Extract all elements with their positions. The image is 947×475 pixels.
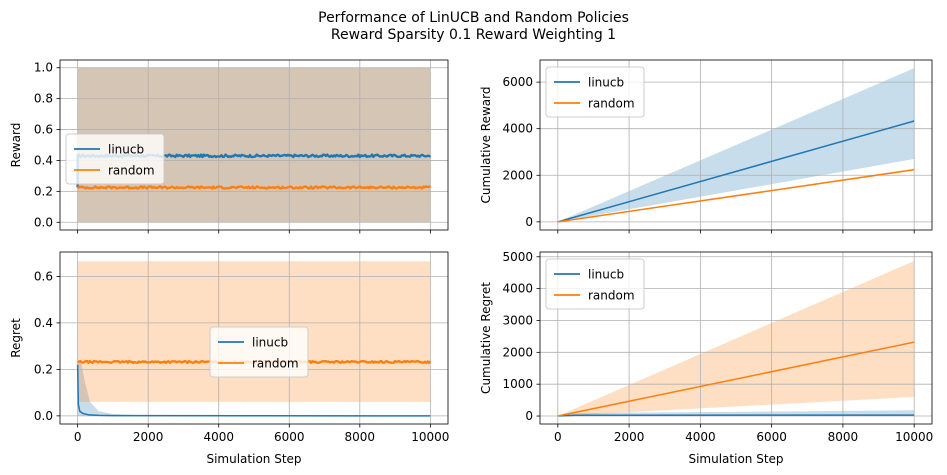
x-tick-label: 8000 [828, 430, 859, 444]
y-axis-label: Regret [9, 318, 23, 358]
legend-frame [209, 326, 309, 378]
y-tick-label: 0.6 [34, 123, 53, 137]
y-tick-label: 6000 [502, 75, 533, 89]
figure-title-line2: Reward Sparsity 0.1 Reward Weighting 1 [331, 27, 616, 43]
x-tick-label: 6000 [756, 430, 787, 444]
band-random [557, 260, 915, 417]
x-tick-label: 10000 [895, 430, 933, 444]
axes-frame [59, 251, 449, 425]
y-tick-label: 0.0 [34, 409, 53, 423]
y-tick-label: 0.8 [34, 92, 53, 106]
band-linucb [77, 67, 431, 223]
y-tick-label: 4000 [502, 122, 533, 136]
x-tick-label: 0 [554, 430, 562, 444]
series-line-random [76, 185, 431, 190]
cumulative-reward-subplot: 0 2000 4000 6000 Cumulative Reward linucb rand… [479, 59, 933, 234]
legend-label-random: random [252, 357, 299, 371]
regret-subplot: 0 2000 4000 6000 8000 10000 0.0 0.2 0.4 0.6 Simula… [9, 251, 449, 466]
legend: linucb random [209, 326, 309, 378]
x-tick-label: 2000 [133, 430, 164, 444]
x-tick-label: 6000 [274, 430, 305, 444]
cumulative-regret-subplot: 0 2000 4000 6000 8000 10000 0 1000 2000 3000 4000 5… [479, 250, 933, 466]
y-tick-label: 2000 [502, 345, 533, 359]
y-tick-label: 0.4 [34, 316, 53, 330]
x-tick-label: 10000 [411, 430, 449, 444]
y-axis-label: Reward [9, 123, 23, 168]
x-tick-label: 4000 [203, 430, 234, 444]
legend-label-random: random [108, 164, 155, 178]
series-line-random [557, 341, 915, 417]
legend-label-random: random [588, 289, 635, 303]
legend: linucb random [545, 258, 645, 310]
band-random [77, 67, 431, 223]
x-tick-label: 2000 [614, 430, 645, 444]
y-tick-label: 1.0 [34, 61, 53, 75]
y-tick-label: 0.0 [34, 215, 53, 229]
y-tick-label: 0 [525, 409, 533, 423]
y-tick-label: 5000 [502, 250, 533, 264]
x-axis-label: Simulation Step [688, 452, 783, 466]
y-tick-label: 0.6 [34, 269, 53, 283]
series-line-linucb [76, 364, 431, 417]
band-linucb [557, 68, 915, 222]
x-tick-label: 0 [74, 430, 82, 444]
y-tick-label: 0 [525, 215, 533, 229]
legend-frame [545, 258, 645, 310]
legend-frame [545, 66, 645, 118]
legend: linucb random [545, 66, 645, 118]
y-tick-label: 2000 [502, 168, 533, 182]
y-tick-label: 0.4 [34, 153, 53, 167]
legend-label-linucb: linucb [108, 143, 144, 157]
series-line-random [557, 168, 915, 223]
legend-label-linucb: linucb [252, 336, 288, 350]
y-axis-label: Cumulative Regret [479, 282, 493, 394]
legend-frame [65, 133, 165, 185]
axes-frame [539, 59, 933, 231]
x-tick-label: 8000 [345, 430, 376, 444]
y-tick-label: 3000 [502, 313, 533, 327]
figure-title-line1: Performance of LinUCB and Random Policie… [318, 10, 629, 26]
series-line-linucb [557, 414, 915, 417]
reward-subplot: 0.0 0.2 0.4 0.6 0.8 1.0 Reward linucb random [9, 59, 449, 234]
axes-frame [59, 59, 449, 231]
y-tick-label: 4000 [502, 282, 533, 296]
legend: linucb random [65, 133, 165, 185]
y-tick-label: 0.2 [34, 362, 53, 376]
y-tick-label: 0.2 [34, 184, 53, 198]
y-axis-label: Cumulative Reward [479, 87, 493, 204]
axes-frame [539, 251, 933, 425]
legend-label-linucb: linucb [588, 268, 624, 282]
legend-label-linucb: linucb [588, 76, 624, 90]
x-axis-label: Simulation Step [206, 452, 301, 466]
x-tick-label: 4000 [685, 430, 716, 444]
legend-label-random: random [588, 97, 635, 111]
y-tick-label: 1000 [502, 377, 533, 391]
series-line-linucb [557, 120, 915, 223]
